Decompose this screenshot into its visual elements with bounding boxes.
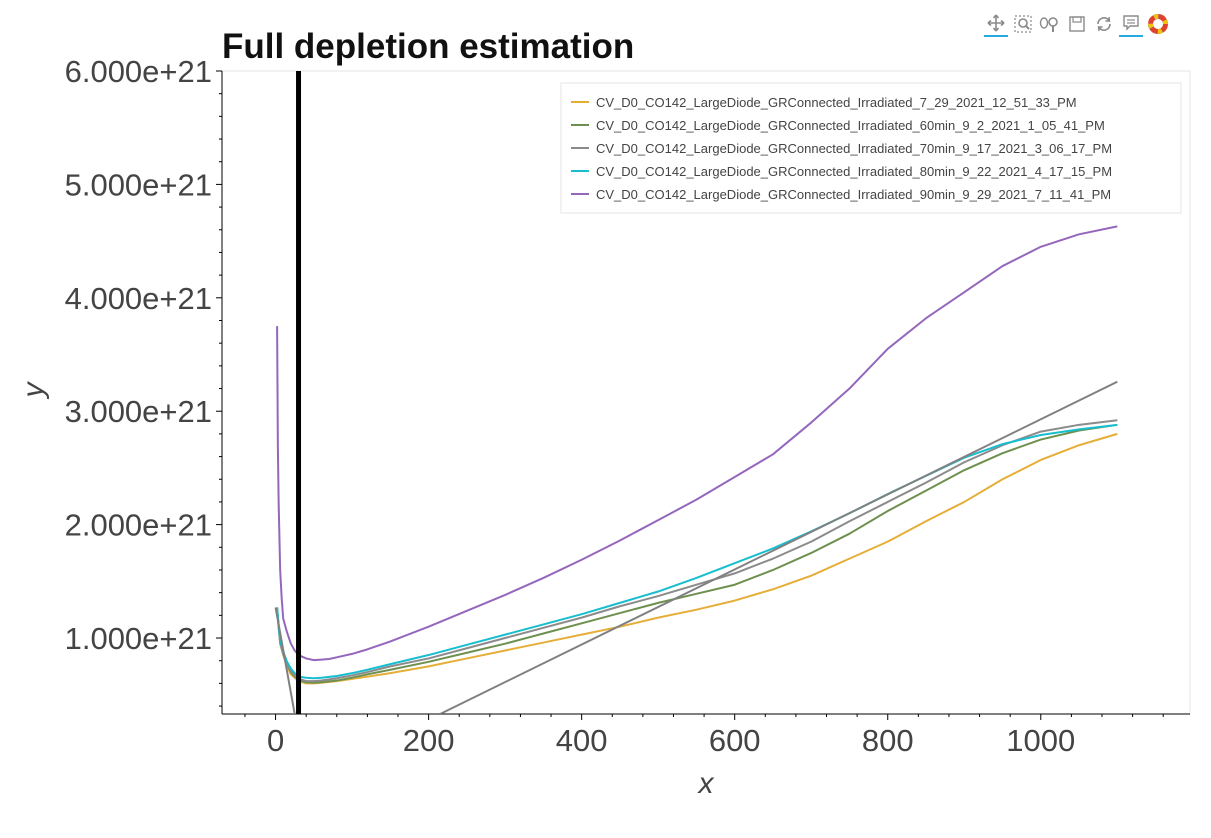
save-icon	[1069, 16, 1085, 32]
y-tick-label: 3.000e+21	[65, 394, 212, 429]
wheel-zoom-tool[interactable]	[1038, 11, 1062, 37]
y-tick-label: 4.000e+21	[65, 281, 212, 316]
series-line	[276, 225, 1118, 662]
legend-box	[560, 82, 1182, 214]
fit-line	[439, 380, 1118, 714]
y-axis-label: y	[17, 381, 50, 400]
series-layer	[274, 71, 1118, 714]
y-tick-label: 5.000e+21	[65, 167, 212, 202]
y-tick-label: 6.000e+21	[65, 54, 212, 89]
x-tick-label: 0	[267, 723, 284, 758]
pan-icon	[987, 14, 1005, 32]
series-line	[276, 419, 1118, 683]
hover-icon	[1123, 15, 1139, 31]
pan-tool[interactable]	[984, 11, 1008, 37]
wheel-zoom-icon	[1039, 17, 1058, 32]
legend-label: CV_D0_CO142_LargeDiode_GRConnected_Irrad…	[596, 95, 1077, 110]
box-zoom-tool[interactable]	[1011, 11, 1035, 37]
toolbar	[984, 10, 1173, 38]
fit-line	[274, 607, 296, 714]
y-tick-label: 2.000e+21	[65, 508, 212, 543]
x-tick-label: 1000	[1006, 723, 1075, 758]
x-tick-label: 600	[709, 723, 761, 758]
bokeh-logo-icon	[1148, 14, 1168, 34]
legend-label: CV_D0_CO142_LargeDiode_GRConnected_Irrad…	[596, 164, 1112, 179]
box-zoom-icon	[1014, 15, 1032, 33]
hover-tool[interactable]	[1119, 11, 1143, 37]
legend-label: CV_D0_CO142_LargeDiode_GRConnected_Irrad…	[596, 187, 1111, 202]
legend-label: CV_D0_CO142_LargeDiode_GRConnected_Irrad…	[596, 118, 1105, 133]
chart-title: Full depletion estimation	[222, 27, 634, 66]
y-tick-label: 1.000e+21	[65, 621, 212, 656]
x-ticks: 0 200 400 600 800 1000	[244, 714, 1164, 758]
reset-tool[interactable]	[1092, 11, 1116, 37]
x-tick-label: 400	[556, 723, 608, 758]
legend: CV_D0_CO142_LargeDiode_GRConnected_Irrad…	[560, 82, 1182, 214]
reset-icon	[1097, 16, 1111, 32]
save-tool[interactable]	[1065, 11, 1089, 37]
plot-frame	[222, 70, 1191, 714]
y-ticks: 1.000e+21 2.000e+21 3.000e+21 4.000e+21 5.00…	[65, 54, 222, 707]
x-tick-label: 200	[403, 723, 455, 758]
bokeh-logo[interactable]	[1146, 11, 1170, 37]
x-tick-label: 800	[862, 723, 914, 758]
series-line	[276, 432, 1118, 685]
legend-label: CV_D0_CO142_LargeDiode_GRConnected_Irrad…	[596, 141, 1112, 156]
x-axis-label: x	[697, 767, 715, 800]
